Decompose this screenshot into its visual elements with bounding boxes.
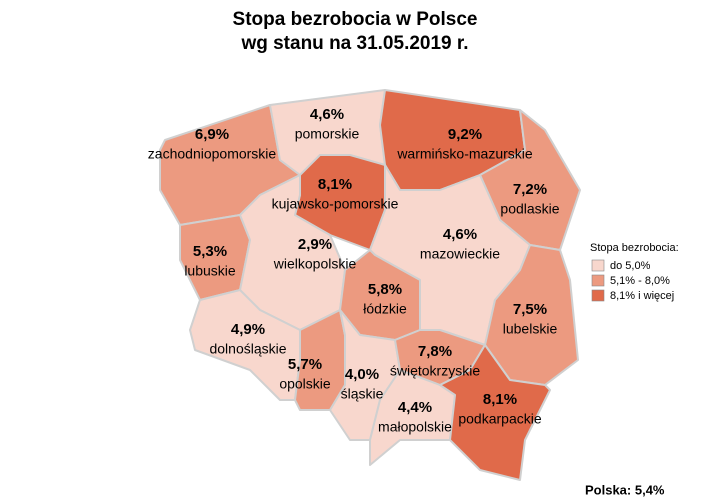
footer: Polska: 5,4% — [585, 482, 665, 497]
value-label: 5,8% — [368, 281, 402, 298]
value-label: 4,6% — [310, 106, 344, 123]
region-name: zachodniopomorskie — [148, 146, 277, 162]
value-label: 8,1% — [483, 391, 517, 408]
region-name: małopolskie — [378, 419, 452, 435]
value-label: 4,4% — [398, 399, 432, 416]
region-name: podlaskie — [500, 201, 559, 217]
subtitle: wg stanu na 31.05.2019 r. — [240, 33, 468, 54]
region-name: mazowieckie — [420, 246, 500, 262]
region-name: lubuskie — [184, 263, 236, 279]
region-name: śląskie — [341, 386, 384, 402]
labels: 6,9% zachodniopomorskie 4,6% pomorskie 9,2% w… — [148, 106, 560, 435]
region-name: kujawsko-pomorskie — [272, 196, 399, 212]
region-name: lubelskie — [503, 321, 558, 337]
value-label: 4,0% — [345, 366, 379, 383]
value-label: 6,9% — [195, 126, 229, 143]
title: Stopa bezrobocia w Polsce — [233, 9, 478, 30]
region-name: opolskie — [279, 376, 331, 392]
region-name: podkarpackie — [458, 411, 541, 427]
value-label: 4,6% — [443, 226, 477, 243]
value-label: 9,2% — [448, 126, 482, 143]
region-name: łódzkie — [363, 301, 407, 317]
region-name: pomorskie — [295, 126, 360, 142]
legend-label: 5,1% - 8,0% — [610, 275, 670, 287]
region-name: świętokrzyskie — [390, 363, 480, 379]
legend-title: Stopa bezrobocia: — [590, 242, 679, 254]
legend-swatch — [591, 274, 605, 287]
value-label: 5,7% — [288, 356, 322, 373]
legend-swatch — [591, 289, 605, 302]
region-name: dolnośląskie — [209, 341, 286, 357]
value-label: 4,9% — [231, 321, 265, 338]
value-label: 7,5% — [513, 301, 547, 318]
value-label: 2,9% — [298, 236, 332, 253]
value-label: 7,2% — [513, 181, 547, 198]
legend-swatch — [591, 259, 605, 272]
region — [439, 344, 551, 481]
value-label: 7,8% — [418, 343, 452, 360]
value-label: 5,3% — [193, 243, 227, 260]
region-name: wielkopolskie — [273, 256, 357, 272]
regions — [159, 89, 581, 481]
region-name: warmińsko-mazurskie — [396, 146, 533, 162]
legend-label: 8,1% i więcej — [610, 290, 674, 302]
legend-label: do 5,0% — [610, 260, 651, 272]
legend: do 5,0% 5,1% - 8,0% 8,1% i więcej — [591, 259, 674, 302]
value-label: 8,1% — [318, 176, 352, 193]
